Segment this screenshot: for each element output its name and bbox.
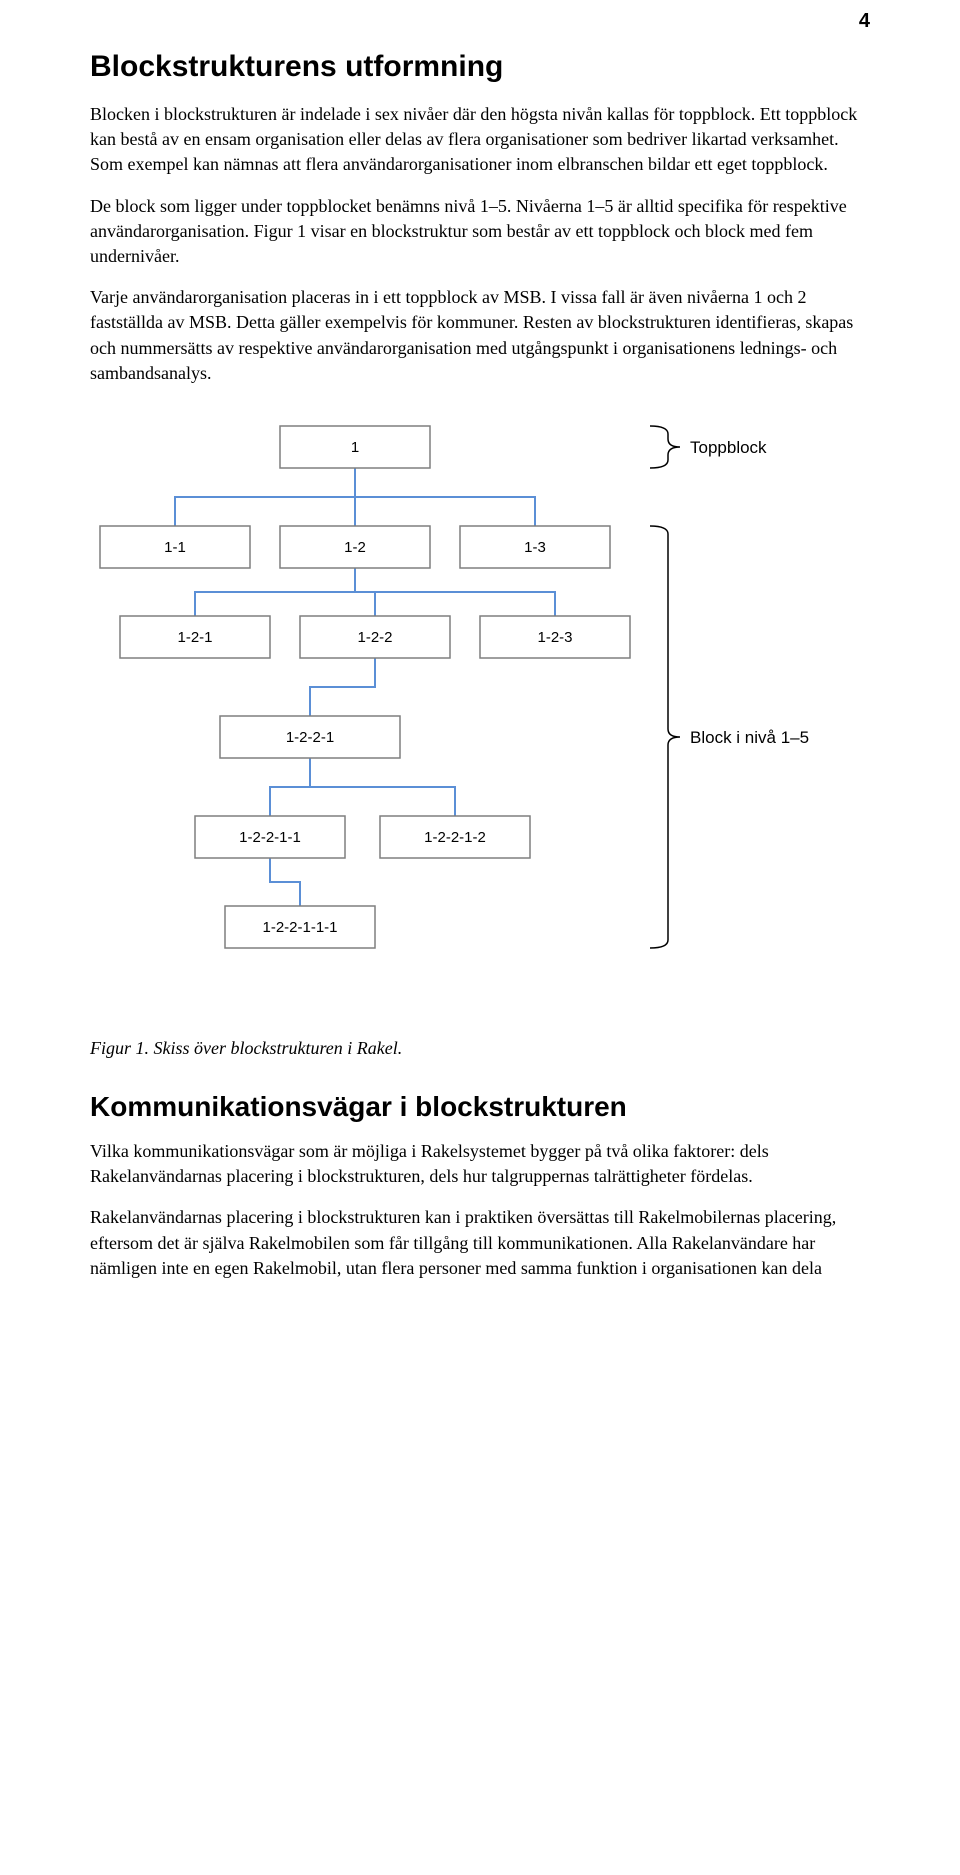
tree-edge bbox=[270, 758, 310, 816]
tree-edge bbox=[310, 758, 455, 816]
tree-node-label: 1-2-2-1-1-1 bbox=[262, 919, 337, 936]
tree-node-label: 1-1 bbox=[164, 539, 186, 556]
tree-node-label: 1-2 bbox=[344, 539, 366, 556]
tree-edge bbox=[355, 468, 535, 526]
tree-node-label: 1-2-2-1 bbox=[286, 729, 334, 746]
tree-node-label: 1-3 bbox=[524, 539, 546, 556]
tree-node-label: 1-2-2 bbox=[357, 629, 392, 646]
tree-node-label: 1-2-1 bbox=[177, 629, 212, 646]
tree-edge bbox=[355, 568, 555, 616]
paragraph: Varje användarorganisation placeras in i… bbox=[90, 285, 870, 386]
tree-edge bbox=[175, 468, 355, 526]
tree-node-label: 1-2-3 bbox=[537, 629, 572, 646]
paragraph: Blocken i blockstrukturen är indelade i … bbox=[90, 102, 870, 178]
tree-node-label: 1 bbox=[351, 439, 359, 456]
paragraph: Vilka kommunikationsvägar som är möjliga… bbox=[90, 1139, 870, 1189]
paragraph: De block som ligger under toppblocket be… bbox=[90, 194, 870, 270]
tree-node-label: 1-2-2-1-1 bbox=[239, 829, 301, 846]
document-page: 4 Blockstrukturens utformning Blocken i … bbox=[0, 0, 960, 1337]
tree-edge bbox=[270, 858, 300, 906]
page-number: 4 bbox=[859, 10, 870, 33]
tree-node-label: 1-2-2-1-2 bbox=[424, 829, 486, 846]
brace bbox=[650, 426, 680, 468]
heading-1: Blockstrukturens utformning bbox=[90, 50, 870, 84]
brace bbox=[650, 526, 680, 948]
tree-edge bbox=[310, 658, 375, 716]
heading-2: Kommunikationsvägar i blockstrukturen bbox=[90, 1091, 870, 1123]
paragraph: Rakelanvändarnas placering i blockstrukt… bbox=[90, 1205, 870, 1281]
figure-caption: Figur 1. Skiss över blockstrukturen i Ra… bbox=[90, 1036, 870, 1061]
brace-label: Block i nivå 1–5 bbox=[690, 728, 809, 747]
tree-diagram-svg: 1 1-1 1-2 1-3 1-2-1 1-2-2 1-2-3 1-2-2-1 1-2-2-1-… bbox=[90, 416, 870, 1016]
block-structure-diagram: 1 1-1 1-2 1-3 1-2-1 1-2-2 1-2-3 1-2-2-1 1-2-2-1-… bbox=[90, 416, 870, 1016]
brace-label: Toppblock bbox=[690, 438, 767, 457]
tree-edge bbox=[195, 568, 355, 616]
